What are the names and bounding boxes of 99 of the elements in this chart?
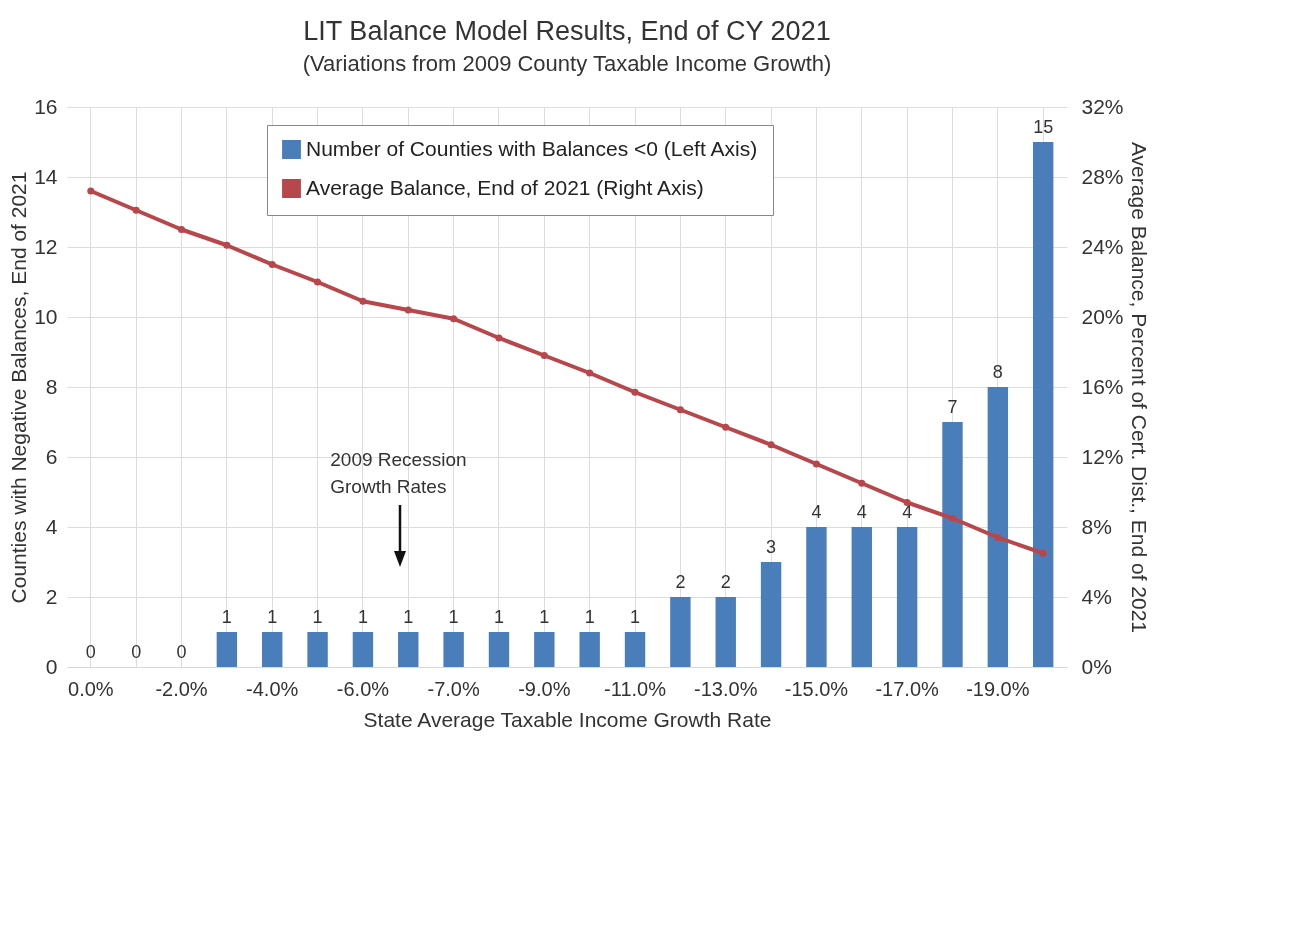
point <box>359 297 367 305</box>
y-tick-label: 14 <box>34 164 58 188</box>
data-label: 1 <box>312 607 323 627</box>
bar <box>987 387 1009 667</box>
bar <box>942 422 963 667</box>
data-label: 4 <box>902 502 913 522</box>
x-tick-label: -15.0% <box>784 677 849 700</box>
x-tick-label: -19.0% <box>966 677 1030 700</box>
point <box>223 241 231 249</box>
point <box>177 225 186 234</box>
y-tick-label: 16 <box>34 94 58 118</box>
bar <box>760 562 782 667</box>
point <box>767 441 775 449</box>
y-tick-label: 12 <box>34 234 58 258</box>
point <box>631 388 639 396</box>
y2-tick-label: 32% <box>1081 94 1124 118</box>
x-tick-label: -4.0% <box>246 677 299 700</box>
point <box>994 533 1002 542</box>
data-label: 1 <box>630 607 641 627</box>
data-label: 1 <box>539 607 550 627</box>
x-tick-label: -2.0% <box>155 677 208 700</box>
x-tick-label: -6.0% <box>336 677 390 700</box>
point <box>812 460 820 468</box>
data-label: 4 <box>856 502 867 522</box>
point <box>676 406 684 414</box>
data-label: 3 <box>766 537 777 557</box>
data-label: 15 <box>1033 117 1054 137</box>
y2-tick-label: 4% <box>1081 584 1112 608</box>
bar <box>896 527 918 667</box>
y2-tick-label: 12% <box>1081 444 1124 468</box>
point <box>948 514 957 522</box>
bar <box>262 632 283 667</box>
bar <box>488 632 510 667</box>
y-tick-label: 2 <box>45 584 58 608</box>
point <box>540 351 548 360</box>
x-axis-title: State Average Taxable Income Growth Rate <box>363 707 772 731</box>
data-label: 1 <box>493 607 504 627</box>
y-tick-label: 4 <box>45 514 58 538</box>
chart-subtitle: (Variations from 2009 County Taxable Income Growth) <box>302 51 832 76</box>
point <box>404 306 412 314</box>
y-axis-title: Counties with Negative Balances, End of 2021 <box>7 171 31 604</box>
point <box>858 479 866 487</box>
y-tick-label: 0 <box>45 654 58 678</box>
legend-label: Number of Counties with Balances <0 (Left Axis) <box>306 136 758 160</box>
x-tick-label: -9.0% <box>518 677 571 700</box>
y2-tick-label: 16% <box>1081 374 1124 398</box>
y2-tick-label: 8% <box>1081 514 1112 538</box>
point <box>450 315 458 323</box>
point <box>722 423 730 431</box>
bar <box>1032 142 1054 667</box>
y2-tick-label: 0% <box>1081 654 1112 678</box>
x-tick-label: -13.0% <box>694 677 758 700</box>
bar <box>352 632 374 667</box>
x-tick-label: -17.0% <box>875 677 940 700</box>
bar <box>670 597 691 667</box>
data-label: 1 <box>357 607 368 627</box>
y-tick-label: 6 <box>45 444 58 468</box>
bar <box>715 597 736 667</box>
x-tick-label: 0.0% <box>68 677 114 700</box>
point <box>314 278 322 286</box>
legend-label: Average Balance, End of 2021 (Right Axis) <box>306 175 704 199</box>
bar <box>443 632 464 667</box>
y2-axis-title: Average Balance, Percent of Cert. Dist., End of 2021 <box>1127 141 1151 634</box>
data-label: 1 <box>267 607 278 627</box>
bar <box>851 527 872 667</box>
x-tick-label: -11.0% <box>604 677 667 700</box>
y2-tick-label: 28% <box>1081 164 1124 188</box>
point <box>87 187 95 195</box>
point <box>1039 549 1047 557</box>
bar <box>806 527 827 667</box>
y2-tick-label: 24% <box>1081 234 1124 258</box>
data-label: 0 <box>131 642 142 662</box>
data-label: 4 <box>811 502 822 522</box>
data-label: 1 <box>584 607 595 627</box>
x-tick-label: -7.0% <box>427 677 480 700</box>
chart-title: LIT Balance Model Results, End of CY 2021 <box>303 16 831 46</box>
data-label: 2 <box>675 572 686 592</box>
bar <box>216 632 238 667</box>
bar <box>398 632 419 667</box>
data-label: 0 <box>176 642 187 662</box>
y2-tick-label: 20% <box>1081 304 1124 328</box>
bar <box>579 632 600 667</box>
data-label: 1 <box>403 607 414 627</box>
bar <box>534 632 555 667</box>
point <box>132 206 140 214</box>
bar <box>624 632 646 667</box>
data-label: 0 <box>85 642 96 662</box>
data-label: 1 <box>448 607 459 627</box>
y-tick-label: 10 <box>34 304 58 328</box>
point <box>495 334 503 342</box>
data-label: 1 <box>221 607 232 627</box>
y-tick-label: 8 <box>45 374 58 398</box>
annotation: 2009 Recession Growth Rates <box>330 448 468 499</box>
point <box>586 369 594 377</box>
bar <box>307 632 328 667</box>
data-label: 7 <box>947 397 958 417</box>
data-label: 8 <box>992 362 1003 382</box>
data-label: 2 <box>720 572 731 592</box>
point <box>268 260 276 269</box>
